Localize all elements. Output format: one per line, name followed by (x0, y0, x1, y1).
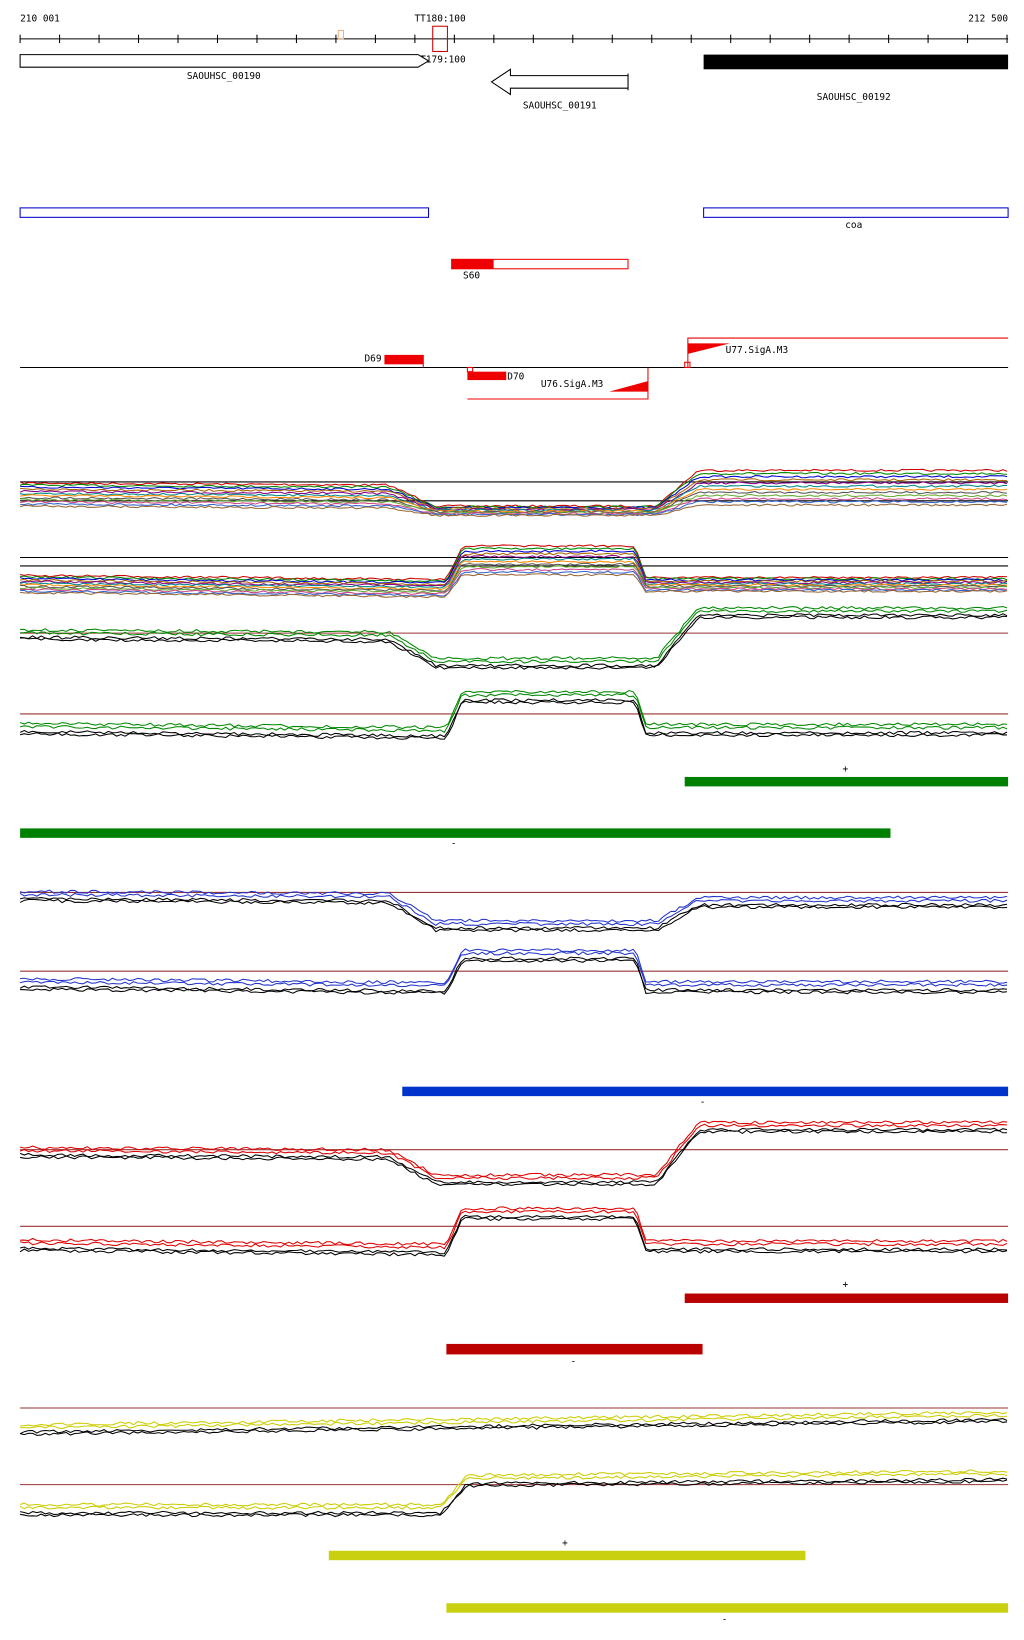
ruler-start: 210 001 (20, 13, 60, 24)
gene-box (703, 54, 1009, 70)
expression-line (19, 554, 1008, 587)
expression-line (19, 892, 1008, 927)
promoter-label: U77.SigA.M3 (726, 345, 789, 356)
expression-line (19, 700, 1008, 740)
promoter (384, 354, 424, 365)
strand-bar (446, 1343, 703, 1355)
expression-line (20, 570, 1008, 597)
expression-line (20, 560, 1008, 591)
strand-bar (684, 776, 1009, 787)
expression-line (19, 698, 1008, 738)
terminator-label: TT180:100 (415, 13, 466, 24)
expression-line (19, 1123, 1008, 1181)
expression-line (20, 487, 1008, 513)
expression-line (20, 478, 1008, 511)
expression-line (19, 1127, 1008, 1185)
promoter-range (467, 367, 649, 400)
expression-line (20, 493, 1008, 515)
expression-line (20, 1479, 1008, 1518)
strand-label: + (843, 1280, 849, 1291)
strand-bar (446, 1603, 1009, 1613)
strand-label: - (571, 1356, 577, 1367)
expression-line (20, 573, 1008, 599)
expression-line (19, 503, 1008, 517)
marker (337, 29, 345, 40)
expression-line (19, 1216, 1008, 1257)
expression-line (20, 605, 1008, 661)
expression-line (19, 889, 1008, 923)
expression-line (19, 1120, 1008, 1177)
ruler-ticks (19, 34, 1008, 44)
gene-label: SAOUHSC_00192 (817, 92, 891, 103)
operon-label: coa (845, 220, 862, 231)
expression-line (19, 549, 1008, 584)
transcript-fill (451, 259, 494, 269)
promoter-motif (609, 381, 648, 392)
expression-line (20, 1129, 1008, 1187)
terminator-label: TT179:100 (415, 54, 466, 65)
expression-line (20, 1413, 1008, 1430)
expression-line (19, 1214, 1008, 1255)
expression-line (19, 898, 1008, 933)
strand-label: - (700, 1097, 706, 1108)
expression-line (20, 497, 1008, 516)
expression-line (19, 552, 1008, 586)
expression-line (20, 958, 1008, 995)
strand-bar (402, 1086, 1009, 1097)
expression-line (19, 689, 1008, 730)
promoter-motif (687, 343, 730, 354)
expression-line (19, 1209, 1008, 1250)
expression-line (19, 1469, 1008, 1507)
expression-line (20, 565, 1008, 594)
gene-arrow (490, 68, 629, 96)
strand-label: - (722, 1615, 728, 1626)
view-marker (432, 25, 448, 52)
expression-line (20, 615, 1008, 670)
expression-line (20, 608, 1008, 664)
operon (19, 207, 430, 218)
gene-arrow (19, 54, 430, 68)
expression-line (20, 613, 1008, 668)
expression-line (19, 1419, 1008, 1436)
promoter-range (687, 337, 1009, 368)
strand-label: + (562, 1538, 568, 1549)
expression-tracks (19, 468, 1009, 1518)
ruler-end: 212 500 (968, 13, 1008, 24)
expression-line (19, 897, 1008, 931)
promoter (467, 371, 507, 381)
promoter-label: D69 (364, 354, 381, 365)
expression-line (20, 1411, 1008, 1427)
transcript-label: S60 (463, 271, 480, 282)
gene-label: SAOUHSC_00191 (523, 101, 597, 112)
promoter-label: D70 (507, 371, 524, 382)
expression-line (19, 557, 1008, 589)
expression-line (19, 951, 1008, 988)
expression-line (19, 468, 1008, 508)
strand-bar (328, 1550, 806, 1561)
strand-label: - (451, 839, 457, 850)
strand-bar (684, 1293, 1009, 1303)
expression-line (20, 544, 1008, 581)
promoter-tick (684, 361, 691, 369)
expression-line (19, 956, 1008, 993)
operon (703, 207, 1009, 218)
gene-label: SAOUHSC_00190 (187, 71, 261, 82)
strand-bar (20, 828, 891, 838)
expression-line (19, 1472, 1008, 1510)
expression-line (20, 948, 1008, 985)
expression-line (20, 475, 1008, 510)
strand-label: + (843, 764, 849, 775)
promoter-tick (466, 366, 474, 373)
expression-line (19, 693, 1008, 734)
expression-line (20, 1206, 1008, 1246)
promoter-label: U76.SigA.M3 (541, 379, 604, 390)
